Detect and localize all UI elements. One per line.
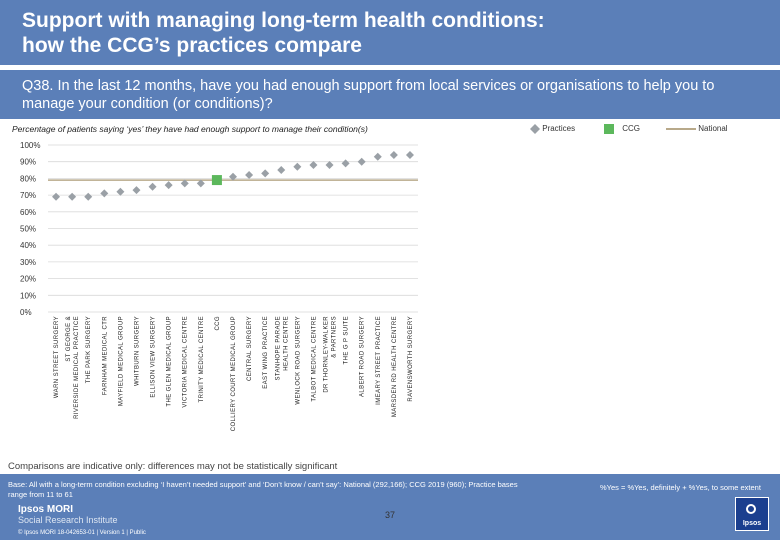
brand-name: Ipsos MORI [18,504,74,515]
practice-point [293,162,302,171]
x-category-label: RAVENSWORTH SURGERY [408,316,414,402]
x-category-label: WENLOCK ROAD SURGERY [295,316,301,405]
x-category-label: THE PARK SURGERY [86,316,92,383]
x-category-label: ALBERT ROAD SURGERY [360,316,366,397]
practice-point [341,159,350,168]
x-category-label: ELLISON VIEW SURGERY [151,316,157,398]
y-tick-label: 20% [20,275,36,284]
x-category-label: WARN STREET SURGERY [54,316,60,398]
x-category-label: VICTORIA MEDICAL CENTRE [183,316,189,408]
legend-practices-marker [530,124,540,134]
brand-block: Ipsos MORI Social Research Institute [18,504,118,526]
x-category-label: THE G P SUITE [344,316,350,364]
logo-circle-icon [746,504,756,514]
significance-note: Comparisons are indicative only: differe… [8,461,338,472]
y-tick-label: 0% [20,308,32,317]
practice-point [132,186,141,195]
y-tick-label: 50% [20,225,36,234]
practice-point [68,192,77,201]
y-tick-label: 60% [20,208,36,217]
x-category-label: STANHOPE PARADE HEALTH CENTRE [275,316,289,380]
legend-ccg-marker [604,124,614,134]
y-tick-label: 100% [20,141,40,150]
practice-point [309,161,318,170]
question-bar [0,70,780,119]
x-category-label: COLLIERY COURT MEDICAL GROUP [231,316,237,431]
practice-point [389,151,398,160]
y-tick-label: 30% [20,258,36,267]
practice-point [325,161,334,170]
logo-text: Ipsos [742,520,762,527]
x-category-label: FARNHAM MEDICAL CTR [102,316,108,395]
practice-point [84,192,93,201]
chart-subtitle: Percentage of patients saying ‘yes’ they… [12,124,368,134]
x-category-label: WHITBURN SURGERY [134,316,140,386]
legend-national-marker [666,128,696,130]
chart-area: 0% 10% 20% 30% 40% 50% 60% 70% 80% 90% 100% WARN ST… [20,141,418,431]
y-tick-label: 90% [20,158,36,167]
x-category-label: IMEARY STREET PRACTICE [376,316,382,405]
practice-point [261,169,270,178]
y-tick-label: 40% [20,241,36,250]
practice-point [357,157,366,166]
x-category-label: TALBOT MEDICAL CENTRE [311,316,317,402]
practice-point [148,182,157,191]
legend-national: National [666,124,728,134]
legend-ccg-label: CCG [622,124,641,134]
header-bar [0,0,780,65]
practice-point [229,172,237,181]
base-text: Base: All with a long-term condition exc… [8,480,518,499]
practice-point [100,189,109,198]
y-tick-label: 70% [20,191,36,200]
practice-point [245,171,254,180]
x-category-label: THE GLEN MEDICAL GROUP [167,316,173,407]
x-category-label: MARSDEN RD HEALTH CENTRE [392,316,398,417]
legend-practices: Practices [530,124,575,134]
yes-definition: %Yes = %Yes, definitely + %Yes, to some … [600,483,761,492]
y-tick-label: 80% [20,174,36,183]
footer-bar [0,474,780,540]
practice-point [164,181,173,190]
page-title: Support with managing long-term health c… [22,9,545,57]
x-category-label: CCG [215,316,221,331]
x-category-label: CENTRAL SURGERY [247,316,253,381]
practice-point [405,151,414,160]
brand-subname: Social Research Institute [18,515,118,525]
x-category-label: TRINITY MEDICAL CENTRE [199,316,205,402]
practice-point [52,192,61,201]
practice-point [180,179,189,188]
ccg-point [211,175,222,186]
x-category-label: ST GEORGE & RIVERSIDE MEDICAL PRACTICE [66,316,80,419]
ipsos-logo: Ipsos [735,497,769,531]
legend-ccg: CCG [604,124,640,134]
copyright-text: © Ipsos MORI 18-042653-01 | Version 1 | … [18,530,146,536]
legend-practices-label: Practices [542,124,576,134]
legend-national-label: National [698,124,728,134]
practice-point [116,187,125,196]
practice-point [373,152,382,161]
x-category-label: EAST WING PRACTICE [263,316,269,389]
page-number: 37 [384,510,395,520]
question-text: Q38. In the last 12 months, have you had… [22,78,715,112]
y-tick-label: 10% [20,291,36,300]
practice-point [277,166,286,175]
x-category-label: MAYFIELD MEDICAL GROUP [118,316,124,406]
practice-point [196,179,205,188]
x-category-label: DR THORNLEY-WALKER & PARTNERS [324,316,338,393]
